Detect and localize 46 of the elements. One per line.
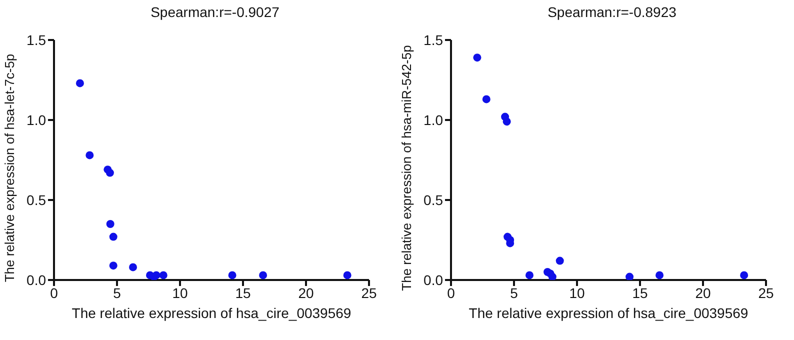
- point: [626, 272, 634, 280]
- point: [502, 118, 511, 126]
- x-tick-label: 20: [298, 284, 314, 301]
- point: [740, 271, 748, 280]
- point: [109, 262, 118, 270]
- x-tick-label: 10: [569, 284, 585, 301]
- x-tick-label: 20: [695, 284, 711, 301]
- y-tick-label: 1.5: [26, 32, 46, 48]
- x-axis-title: The relative expression of hsa_cire_0039569: [72, 305, 352, 321]
- x-tick-label: 25: [361, 284, 377, 301]
- chart-title: Spearman:r=-0.8923: [546, 4, 678, 20]
- point: [228, 271, 236, 280]
- y-axis-title: The relative expression of hsa-let-7c-5p: [2, 54, 17, 282]
- point: [76, 79, 84, 88]
- y-tick-label: 0.5: [424, 192, 444, 208]
- x-tick-label: 0: [447, 284, 456, 301]
- y-tick-label: 0.0: [424, 272, 444, 288]
- point: [159, 271, 168, 280]
- point: [556, 256, 564, 265]
- point: [656, 271, 664, 280]
- y-tick-label: 0.0: [26, 272, 46, 288]
- point: [106, 220, 114, 228]
- y-tick-label: 1.0: [424, 112, 444, 128]
- point: [86, 151, 94, 160]
- x-tick-label: 15: [235, 284, 251, 301]
- y-axis-title: The relative expression of hsa-miR-542-5p: [399, 45, 414, 291]
- x-tick-label: 5: [113, 284, 122, 301]
- point: [343, 271, 352, 280]
- point: [526, 271, 534, 280]
- y-tick-label: 1.5: [424, 32, 444, 48]
- point: [482, 95, 490, 104]
- point: [548, 272, 556, 280]
- x-axis-title: The relative expression of hsa_cire_0039569: [468, 305, 748, 321]
- point: [106, 168, 114, 177]
- x-tick-label: 0: [50, 284, 58, 301]
- x-tick-label: 25: [758, 284, 774, 301]
- point: [129, 263, 137, 272]
- point: [473, 54, 482, 62]
- point: [259, 271, 268, 280]
- x-tick-label: 5: [510, 284, 518, 301]
- x-tick-label: 10: [172, 284, 188, 301]
- point: [109, 232, 118, 241]
- y-tick-label: 1.0: [26, 112, 46, 128]
- y-tick-label: 0.5: [26, 192, 46, 208]
- chart-title: Spearman:r=-0.9027: [150, 4, 280, 20]
- x-tick-label: 15: [632, 284, 648, 301]
